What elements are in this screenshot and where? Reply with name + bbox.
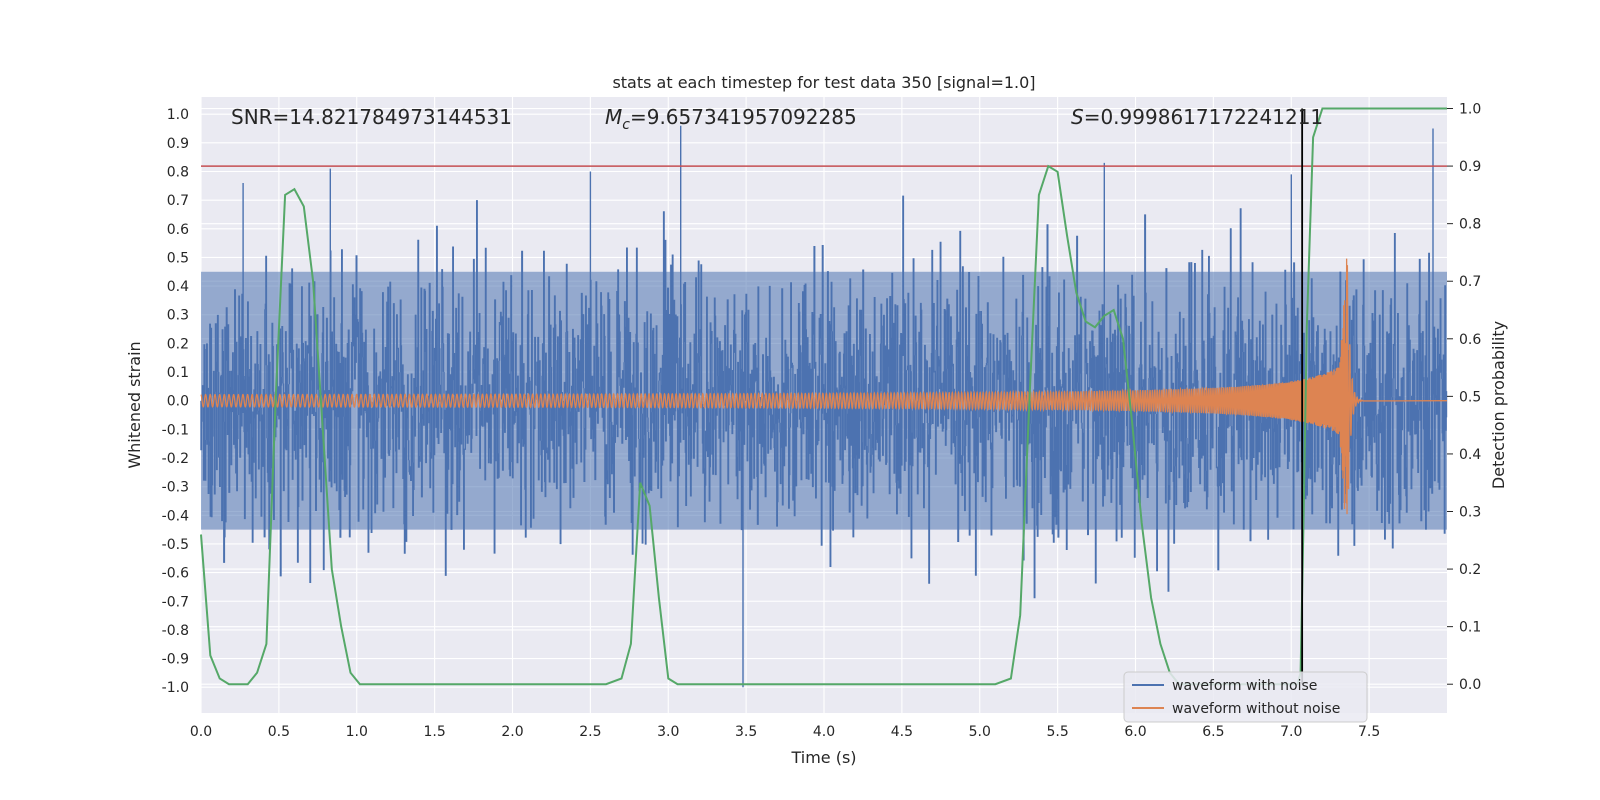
annotation-chirp-mass: Mc=9.657341957092285 xyxy=(605,105,857,133)
y-left-tick-label: -0.4 xyxy=(162,508,189,524)
annotation-chirp-mass-value: =9.657341957092285 xyxy=(630,105,857,129)
y-left-tick-label: -0.6 xyxy=(162,566,189,582)
series-waveform-without-noise xyxy=(200,258,1448,515)
y-right-tick-label: 0.4 xyxy=(1459,447,1481,463)
x-tick-label: 0.5 xyxy=(268,724,290,740)
legend-box xyxy=(1123,671,1368,723)
y-left-tick-label: 0.4 xyxy=(167,279,189,295)
y-left-tick-label: 0.5 xyxy=(167,250,189,266)
y-axis-left-title: Whitened strain xyxy=(125,341,144,468)
x-axis-ticks: 0.0 0.5 1.0 1.5 2.0 2.5 3.0 3.5 4.0 4.5 5.0 5.5 6.0 6… xyxy=(190,724,1380,740)
x-axis-title: Time (s) xyxy=(790,748,856,767)
y-left-tick-label: -0.8 xyxy=(162,623,189,639)
y-left-tick-label: 0.0 xyxy=(167,394,189,410)
y-left-tick-label: -0.9 xyxy=(162,652,189,668)
x-tick-label: 5.0 xyxy=(969,724,991,740)
x-tick-label: 0.0 xyxy=(190,724,212,740)
y-right-tick-label: 0.8 xyxy=(1459,217,1481,233)
x-tick-label: 1.0 xyxy=(346,724,368,740)
y-right-tick-label: 0.7 xyxy=(1459,274,1481,290)
y-left-tick-label: 1.0 xyxy=(167,107,189,123)
x-tick-label: 1.5 xyxy=(423,724,445,740)
y-right-tick-label: 0.5 xyxy=(1459,389,1481,405)
y-left-tick-label: 0.2 xyxy=(167,336,189,352)
x-tick-label: 5.5 xyxy=(1046,724,1068,740)
annotation-significance-symbol: S xyxy=(1071,105,1084,129)
y-right-tick-label: 0.6 xyxy=(1459,332,1481,348)
y-right-tick-label: 0.2 xyxy=(1459,562,1481,578)
x-tick-label: 6.5 xyxy=(1202,724,1224,740)
y-right-tick-label: 0.0 xyxy=(1459,677,1481,693)
chirp-trace xyxy=(200,258,1448,515)
y-right-tick-label: 0.1 xyxy=(1459,620,1481,636)
y-left-tick-label: 0.3 xyxy=(167,308,189,324)
y-left-tick-label: -0.7 xyxy=(162,594,189,610)
x-tick-label: 6.0 xyxy=(1124,724,1146,740)
legend-label-noise: waveform with noise xyxy=(1172,678,1317,694)
y-left-tick-label: 0.7 xyxy=(167,193,189,209)
y-left-tick-label: 0.9 xyxy=(167,136,189,152)
x-tick-label: 7.5 xyxy=(1358,724,1380,740)
y-left-tick-label: 0.6 xyxy=(167,222,189,238)
legend-label-clean: waveform without noise xyxy=(1172,701,1340,717)
x-tick-label: 3.5 xyxy=(735,724,757,740)
annotation-chirp-mass-subscript: c xyxy=(622,117,630,133)
annotation-chirp-mass-symbol: M xyxy=(605,105,622,129)
x-tick-label: 7.0 xyxy=(1280,724,1302,740)
x-tick-label: 3.0 xyxy=(657,724,679,740)
chart-title: stats at each timestep for test data 350… xyxy=(612,73,1035,92)
y-left-tick-label: -0.5 xyxy=(162,537,189,553)
y-left-tick-label: -1.0 xyxy=(162,680,189,696)
x-tick-label: 4.0 xyxy=(813,724,835,740)
y-left-tick-label: 0.1 xyxy=(167,365,189,381)
y-axis-left-ticks: -1.0 -0.9 -0.8 -0.7 -0.6 -0.5 -0.4 -0.3 -0.2 -0.1… xyxy=(162,107,189,696)
y-axis-right-title: Detection probability xyxy=(1489,321,1508,489)
y-axis-right-ticks: 0.0 0.1 0.2 0.3 0.4 0.5 0.6 0.7 0.8 0.9 1.0 xyxy=(1447,102,1481,693)
y-left-tick-label: -0.3 xyxy=(162,480,189,496)
annotation-significance: S=0.9998617172241211 xyxy=(1071,105,1323,129)
y-right-tick-label: 0.3 xyxy=(1459,505,1481,521)
annotation-snr: SNR=14.821784973144531 xyxy=(231,105,512,129)
y-left-tick-label: -0.2 xyxy=(162,451,189,467)
y-right-tick-label: 0.9 xyxy=(1459,159,1481,175)
x-tick-label: 2.0 xyxy=(501,724,523,740)
annotation-significance-value: =0.9998617172241211 xyxy=(1084,105,1323,129)
y-left-tick-label: 0.8 xyxy=(167,164,189,180)
legend: waveform with noise waveform without noi… xyxy=(1123,671,1368,723)
y-left-tick-label: -0.1 xyxy=(162,422,189,438)
y-right-tick-label: 1.0 xyxy=(1459,102,1481,118)
x-tick-label: 4.5 xyxy=(891,724,913,740)
x-tick-label: 2.5 xyxy=(579,724,601,740)
